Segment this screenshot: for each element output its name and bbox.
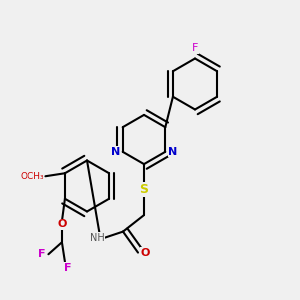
Text: NH: NH [90, 232, 105, 243]
Text: OCH₃: OCH₃ [20, 172, 44, 181]
Text: N: N [111, 147, 120, 157]
Text: O: O [141, 248, 150, 258]
Text: O: O [57, 219, 67, 229]
Text: F: F [64, 263, 72, 273]
Text: F: F [38, 249, 46, 259]
Text: N: N [168, 147, 177, 157]
Text: S: S [140, 183, 148, 196]
Text: F: F [192, 43, 198, 53]
